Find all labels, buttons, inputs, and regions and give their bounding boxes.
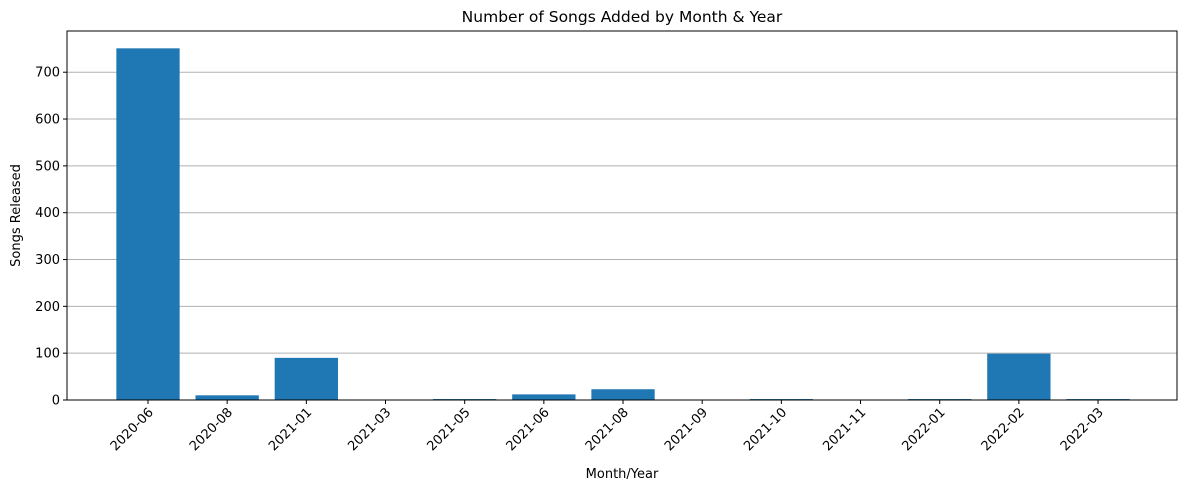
y-tick-label: 400 [35,206,60,221]
y-axis: 0 100 200 300 400 500 600 700 [35,66,67,409]
y-tick-label: 0 [52,394,60,409]
chart-title: Number of Songs Added by Month & Year [462,8,783,26]
bars [116,48,1130,400]
y-tick-label: 500 [35,159,60,174]
bar [274,357,338,400]
bar [195,395,259,400]
plot-frame [66,30,1178,401]
bar [116,48,180,400]
y-tick-label: 100 [35,347,60,362]
y-tick-label: 200 [35,300,60,315]
y-tick-label: 700 [35,66,60,81]
bar [591,389,655,400]
y-tick-label: 600 [35,113,60,128]
x-axis-title: Month/Year [586,467,659,482]
y-tick-label: 300 [35,253,60,268]
y-axis-title: Songs Released [9,164,24,267]
bar [512,394,576,400]
bar [987,353,1051,400]
